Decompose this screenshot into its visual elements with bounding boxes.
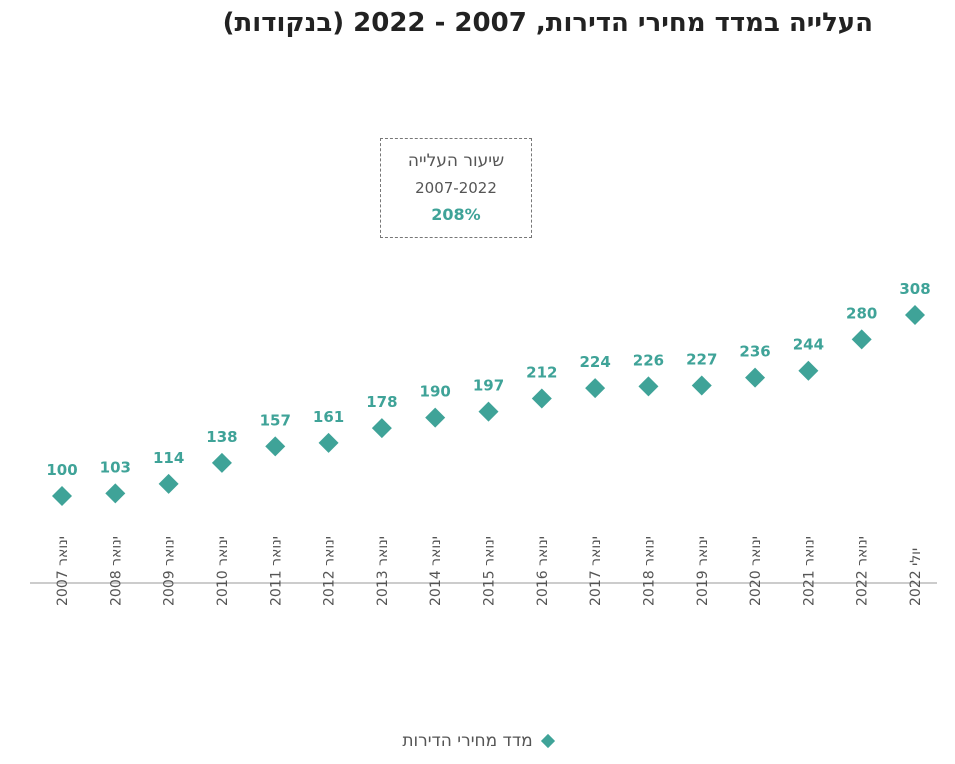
x-tick-label: ינואר 2010 [215, 536, 231, 606]
data-label: 226 [633, 351, 664, 369]
growth-rate-label: שיעור העלייה [407, 151, 505, 171]
x-tick-label: ינואר 2014 [428, 536, 444, 606]
data-label: 197 [473, 377, 504, 395]
data-label: 212 [526, 364, 557, 382]
data-label: 244 [793, 336, 824, 354]
data-label: 227 [686, 350, 717, 368]
data-point [691, 375, 712, 396]
data-label: 157 [260, 411, 291, 429]
data-label: 280 [846, 304, 877, 322]
data-label: 114 [153, 449, 184, 467]
data-point [318, 432, 339, 453]
data-label: 100 [46, 461, 77, 479]
x-tick-label: ינואר 2008 [108, 536, 124, 606]
data-label: 190 [420, 383, 451, 401]
data-point [531, 388, 552, 409]
x-tick-label: ינואר 2012 [322, 536, 338, 606]
data-label: 103 [100, 458, 131, 476]
x-tick-label: ינואר 2015 [482, 536, 498, 606]
data-point [425, 407, 446, 428]
x-tick-label: ינואר 2009 [162, 536, 178, 606]
x-tick-label: ינואר 2020 [748, 536, 764, 606]
data-point [52, 486, 72, 506]
data-point [798, 360, 819, 381]
x-tick-label: ינואר 2018 [641, 536, 657, 606]
x-tick-label: ינואר 2011 [268, 536, 284, 606]
data-point [905, 305, 925, 325]
data-label: 178 [366, 393, 397, 411]
data-point [478, 401, 499, 422]
data-point [638, 376, 659, 397]
data-point [371, 418, 392, 439]
data-label: 236 [739, 343, 770, 361]
chart-title: העלייה במדד מחירי הדירות, 2007 - 2022 (ב… [222, 8, 873, 38]
x-tick-label: ינואר 2021 [801, 536, 817, 606]
x-tick-label: ינואר 2019 [695, 536, 711, 606]
growth-rate-value: 208% [431, 205, 481, 224]
data-point [851, 329, 872, 350]
data-point [265, 436, 286, 457]
x-tick-label: ינואר 2013 [375, 536, 391, 606]
growth-rate-box: שיעור העלייה 2007-2022 208% [380, 138, 532, 238]
data-point [585, 378, 606, 399]
x-tick-label: ינואר 2016 [535, 536, 551, 606]
data-point [158, 473, 179, 494]
x-tick-label: ינואר 2007 [55, 536, 71, 606]
data-label: 308 [899, 280, 930, 298]
x-tick-label: ינואר 2022 [855, 536, 871, 606]
data-point [745, 367, 766, 388]
data-label: 224 [579, 353, 610, 371]
chart-legend: מדד מחירי הדירות [0, 731, 955, 751]
growth-rate-period: 2007-2022 [415, 179, 497, 197]
legend-label: מדד מחירי הדירות [402, 731, 533, 751]
x-tick-label: ינואר 2017 [588, 536, 604, 606]
data-label: 138 [206, 428, 237, 446]
x-tick-label: יולי 2022 [908, 548, 924, 606]
legend-marker-icon [540, 733, 555, 749]
data-label: 161 [313, 408, 344, 426]
data-point [105, 483, 126, 504]
data-point [211, 452, 232, 473]
